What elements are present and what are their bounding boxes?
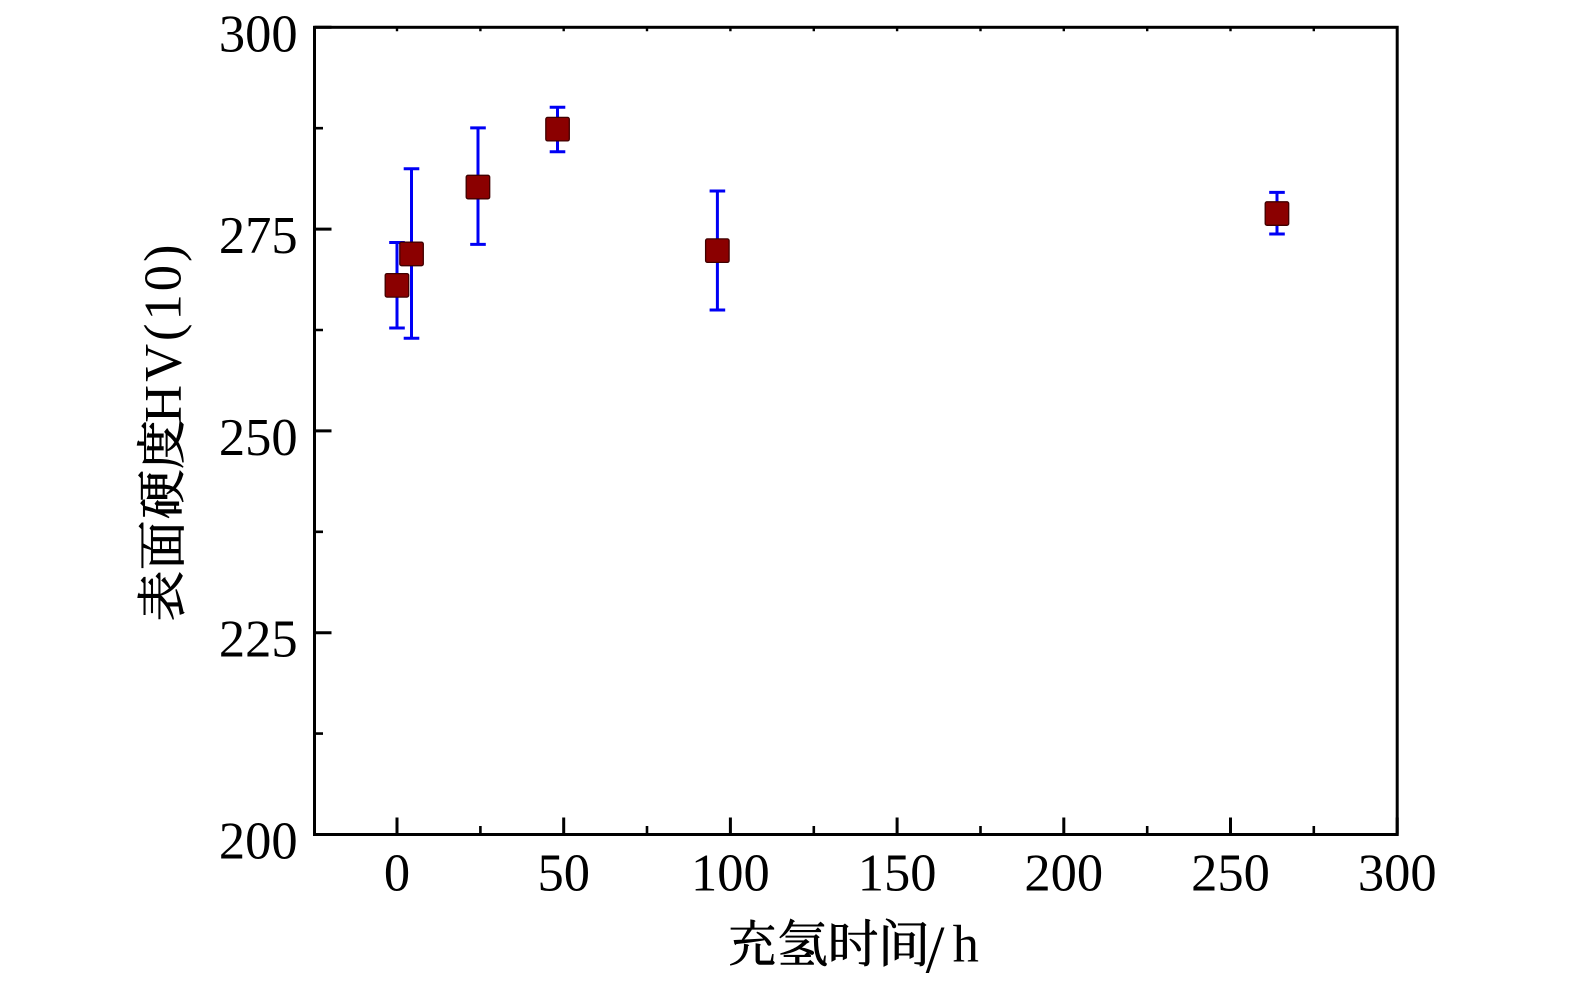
svg-text:225: 225: [219, 611, 298, 669]
svg-text:200: 200: [219, 813, 298, 871]
svg-text:200: 200: [1024, 845, 1103, 903]
svg-text:275: 275: [219, 207, 298, 265]
svg-text:HV(10): HV(10): [134, 242, 192, 423]
svg-text:100: 100: [691, 845, 770, 903]
svg-text:300: 300: [219, 5, 298, 63]
svg-text:50: 50: [537, 845, 590, 903]
svg-text:300: 300: [1358, 845, 1437, 903]
svg-text:0: 0: [384, 845, 410, 903]
svg-text:/: /: [926, 912, 945, 984]
svg-text:150: 150: [858, 845, 937, 903]
svg-text:h: h: [953, 916, 979, 974]
svg-text:250: 250: [1191, 845, 1270, 903]
svg-text:250: 250: [219, 409, 298, 467]
